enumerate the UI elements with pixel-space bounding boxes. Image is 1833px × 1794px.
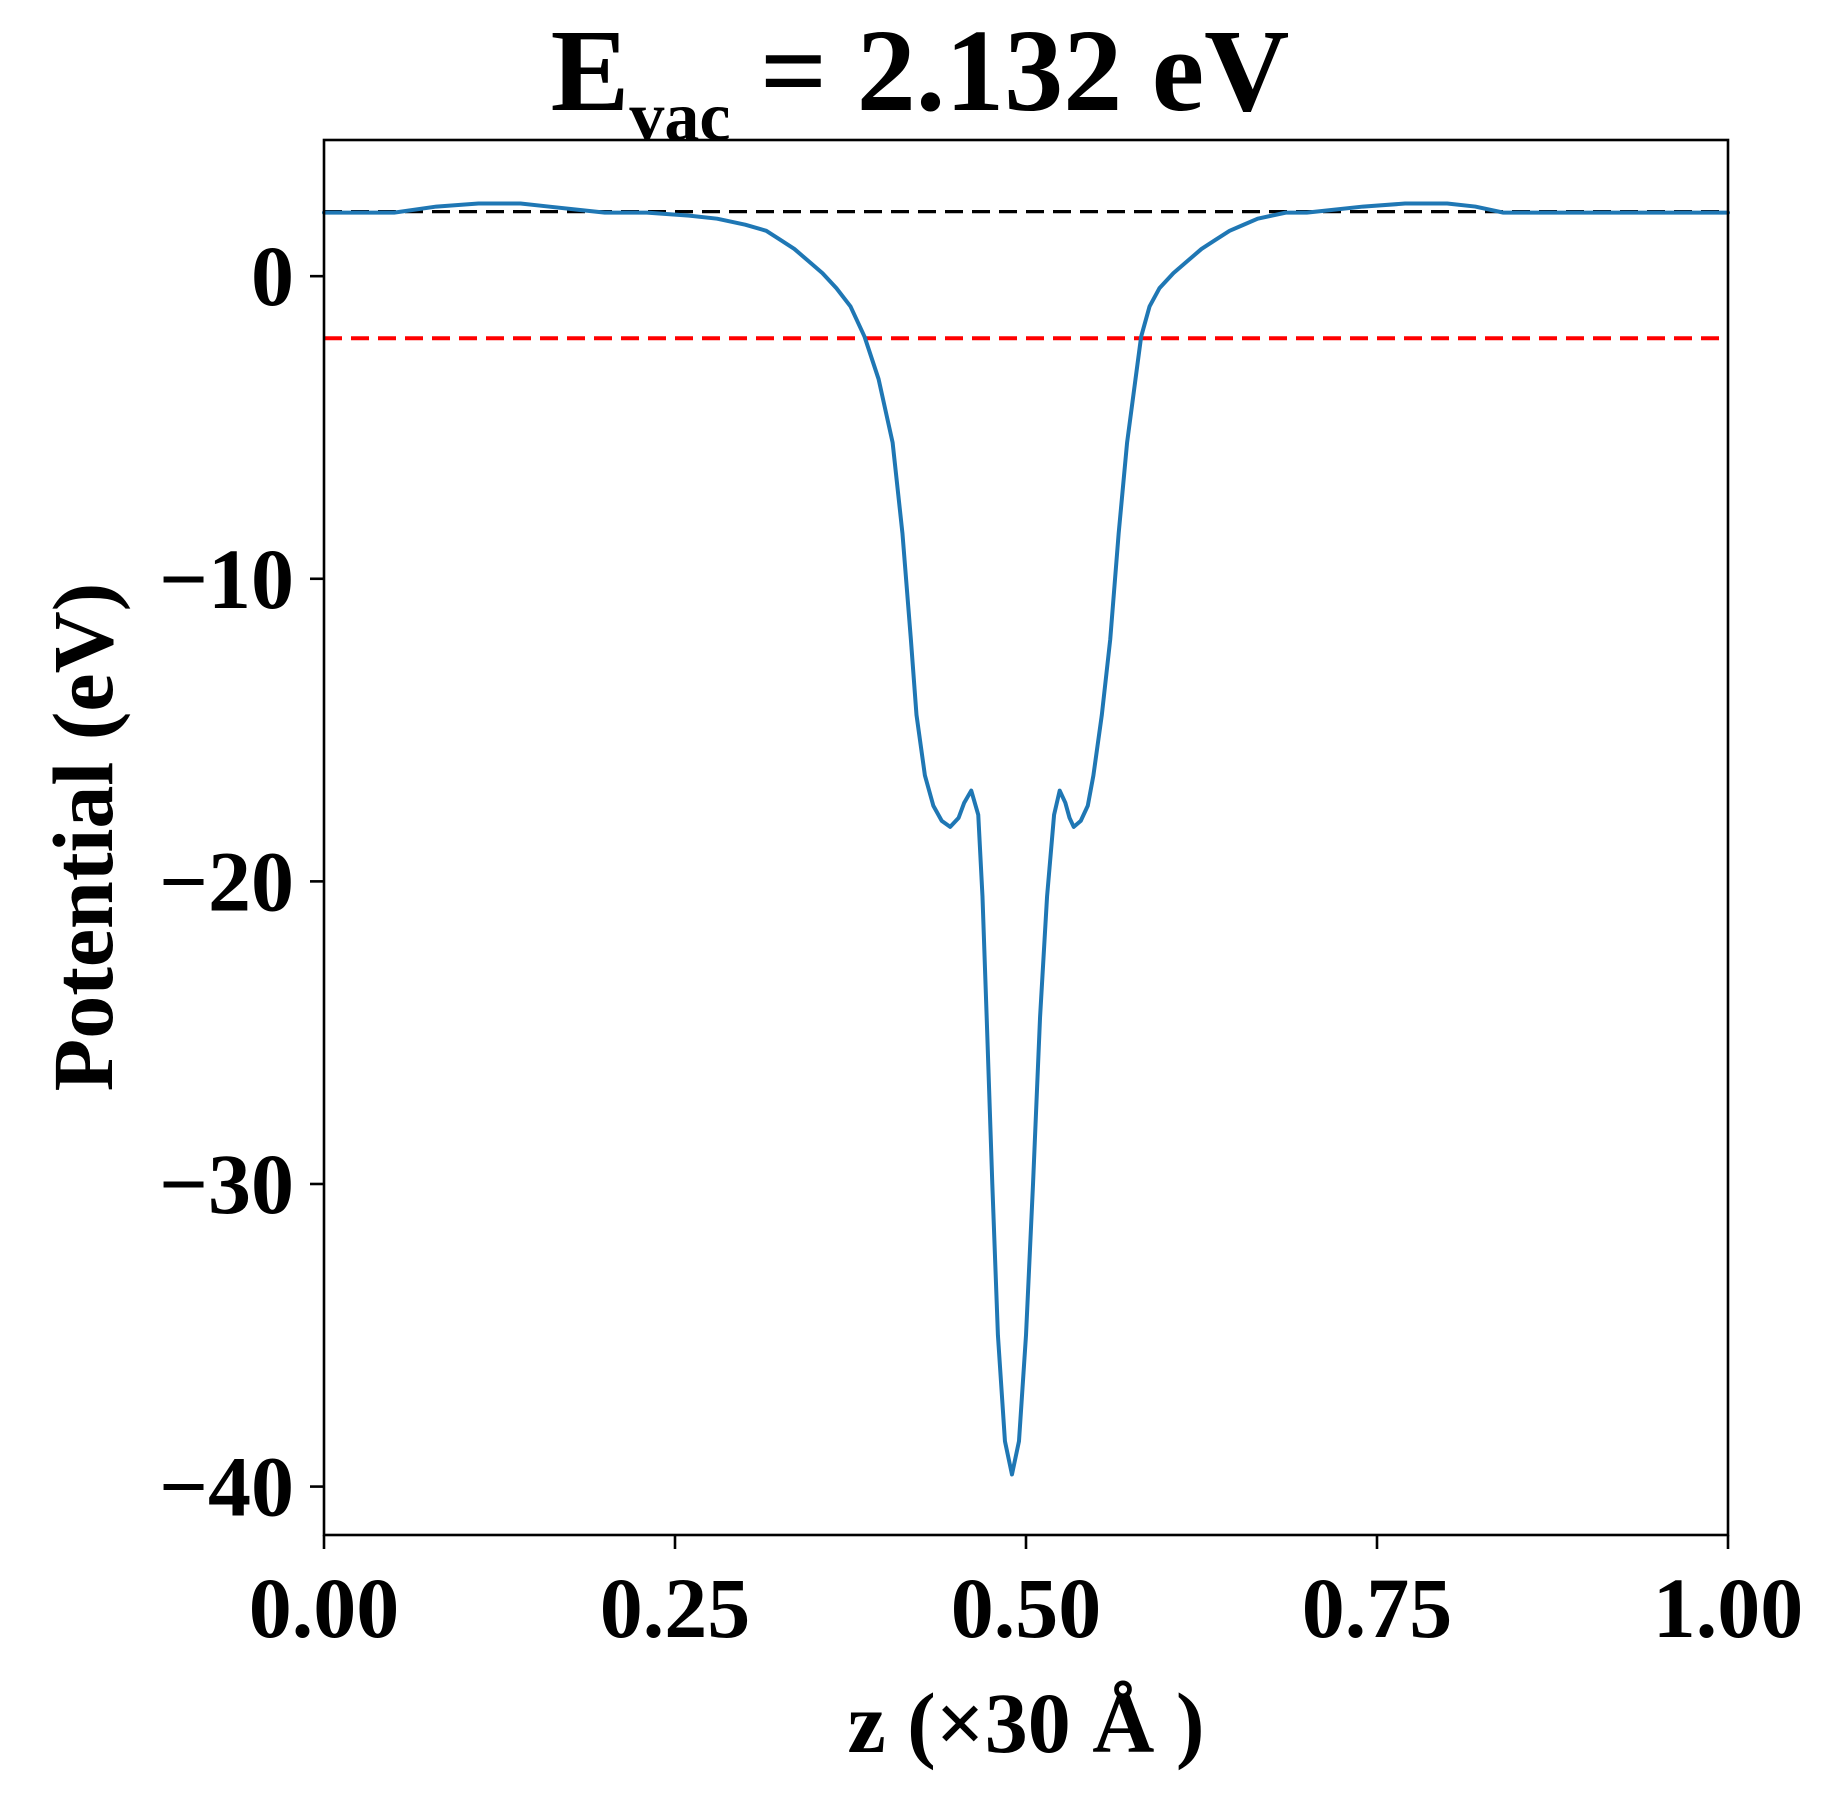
y-axis-label: Potential (eV) [35,583,131,1092]
x-tick-label-5: 1.00 [1653,1560,1804,1656]
y-tick-label-5: −40 [159,1439,294,1535]
y-axis-ticks: 0 −10 −20 −30 −40 [159,228,324,1535]
chart-title-subscript: vac [629,79,730,156]
y-tick-label-1: 0 [251,228,294,324]
x-tick-label-3: 0.50 [951,1560,1102,1656]
x-tick-label-2: 0.25 [600,1560,751,1656]
x-axis-label: z (×30 Å ) [847,1675,1204,1771]
series-lines [322,201,1730,1477]
x-tick-label-1: 0.00 [249,1560,400,1656]
x-axis-ticks: 0.00 0.25 0.50 0.75 1.00 [249,1535,1804,1656]
chart-title: Evac = 2.132 eV [551,5,1290,156]
series-line-1 [322,201,1730,1477]
y-tick-label-2: −10 [159,531,294,627]
chart-title-main: E [551,5,630,136]
x-tick-label-4: 0.75 [1302,1560,1453,1656]
y-tick-label-4: −30 [159,1136,294,1232]
y-tick-label-3: −20 [159,833,294,929]
chart-title-rest: = 2.132 eV [730,5,1289,136]
